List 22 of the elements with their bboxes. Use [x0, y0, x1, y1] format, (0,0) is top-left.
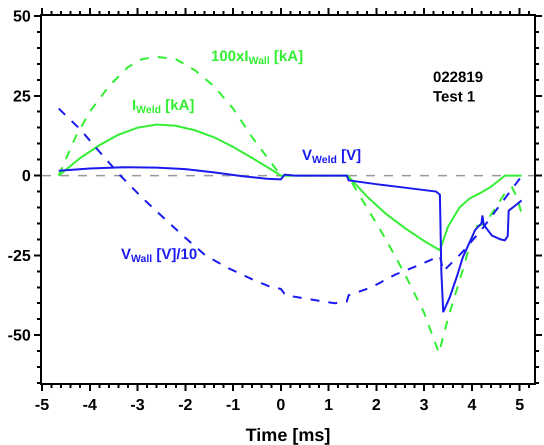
x-tick-label: -1: [226, 397, 240, 414]
x-tick-label: 4: [467, 397, 476, 414]
x-tick-label: 0: [276, 397, 286, 414]
series-label: V$_{Weld}$ [V]: [302, 147, 362, 166]
x-tick-label: -3: [130, 397, 145, 414]
x-tick-label: 2: [372, 397, 381, 414]
y-tick-label: 50: [13, 8, 31, 26]
x-tick-label: 5: [515, 397, 524, 414]
annotation: 022819 Test 1: [433, 69, 484, 106]
y-tick-label: 0: [22, 168, 31, 186]
x-tick-label: -5: [34, 397, 50, 414]
y-tick-label: -25: [8, 248, 31, 265]
series-label: 100xI$_{Wall}$ [kA]: [211, 48, 304, 68]
x-axis-title: Time [ms]: [246, 424, 330, 445]
y-tick-label: -50: [8, 328, 31, 345]
x-tick-label: -4: [82, 397, 97, 414]
series-label: I$_{Weld}$ [kA]: [132, 97, 194, 116]
x-tick-label: -2: [178, 397, 193, 414]
series-label: V$_{Wall}$ [V]/10: [121, 246, 198, 266]
y-tick-label: 25: [13, 88, 31, 106]
x-tick-label: 3: [420, 397, 429, 414]
x-tick-label: 1: [324, 397, 334, 414]
